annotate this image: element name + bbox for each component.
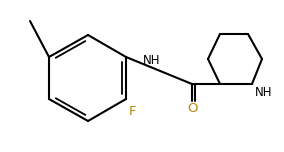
Text: F: F — [129, 105, 137, 118]
Text: NH: NH — [255, 86, 273, 99]
Text: NH: NH — [143, 54, 161, 67]
Text: O: O — [187, 102, 197, 116]
